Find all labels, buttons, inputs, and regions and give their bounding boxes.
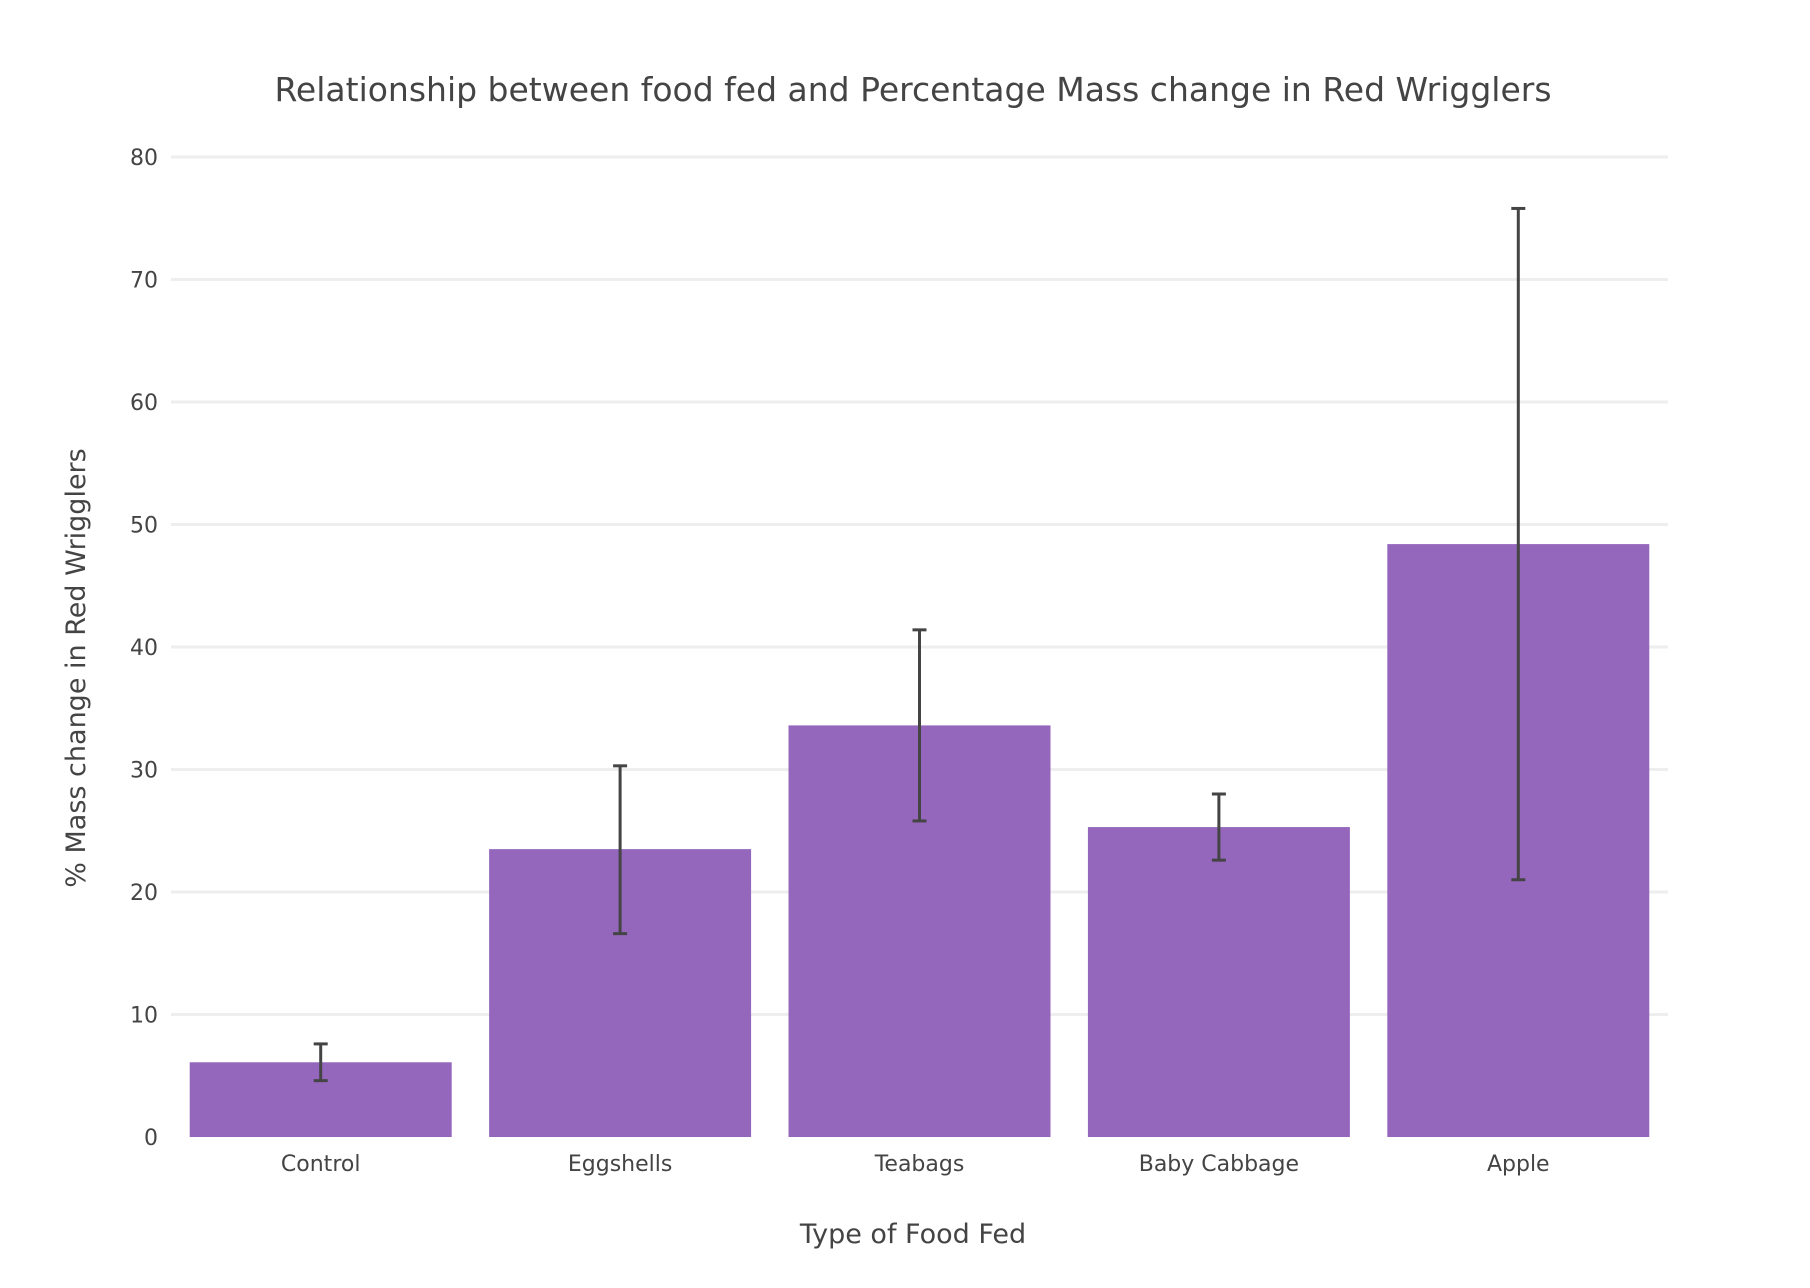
y-tick-label: 60	[130, 391, 158, 416]
error-bar-eggshells	[613, 764, 628, 936]
y-tick-label: 70	[130, 269, 158, 294]
x-tick-labels: Control Eggshells Teabags Baby Cabbage Apple	[281, 1152, 1550, 1177]
y-axis-label: % Mass change in Red Wrigglers	[61, 448, 92, 887]
y-tick-label: 40	[130, 636, 158, 661]
x-tick-label: Apple	[1487, 1152, 1550, 1177]
y-tick-label: 20	[130, 881, 158, 906]
error-bar-apple	[1511, 206, 1526, 882]
y-tick-label: 30	[130, 759, 158, 784]
y-tick-labels: 0 10 20 30 40 50 60 70 80	[130, 146, 158, 1151]
error-bar-baby-cabbage	[1211, 792, 1226, 862]
y-tick-label: 50	[130, 514, 158, 539]
error-bar-control	[313, 1042, 328, 1083]
y-tick-label: 0	[144, 1126, 158, 1151]
y-tick-label: 10	[130, 1004, 158, 1029]
error-bars	[313, 206, 1526, 1083]
chart-title: Relationship between food fed and Percen…	[274, 70, 1551, 109]
x-tick-label: Eggshells	[568, 1152, 672, 1177]
x-axis-label: Type of Food Fed	[799, 1219, 1026, 1250]
error-bar-teabags	[912, 628, 927, 823]
x-tick-label: Baby Cabbage	[1139, 1152, 1299, 1177]
x-tick-label: Teabags	[874, 1152, 965, 1177]
bars	[189, 544, 1650, 1137]
y-tick-label: 80	[130, 146, 158, 171]
x-tick-label: Control	[281, 1152, 361, 1177]
bar-baby-cabbage	[1087, 827, 1350, 1137]
